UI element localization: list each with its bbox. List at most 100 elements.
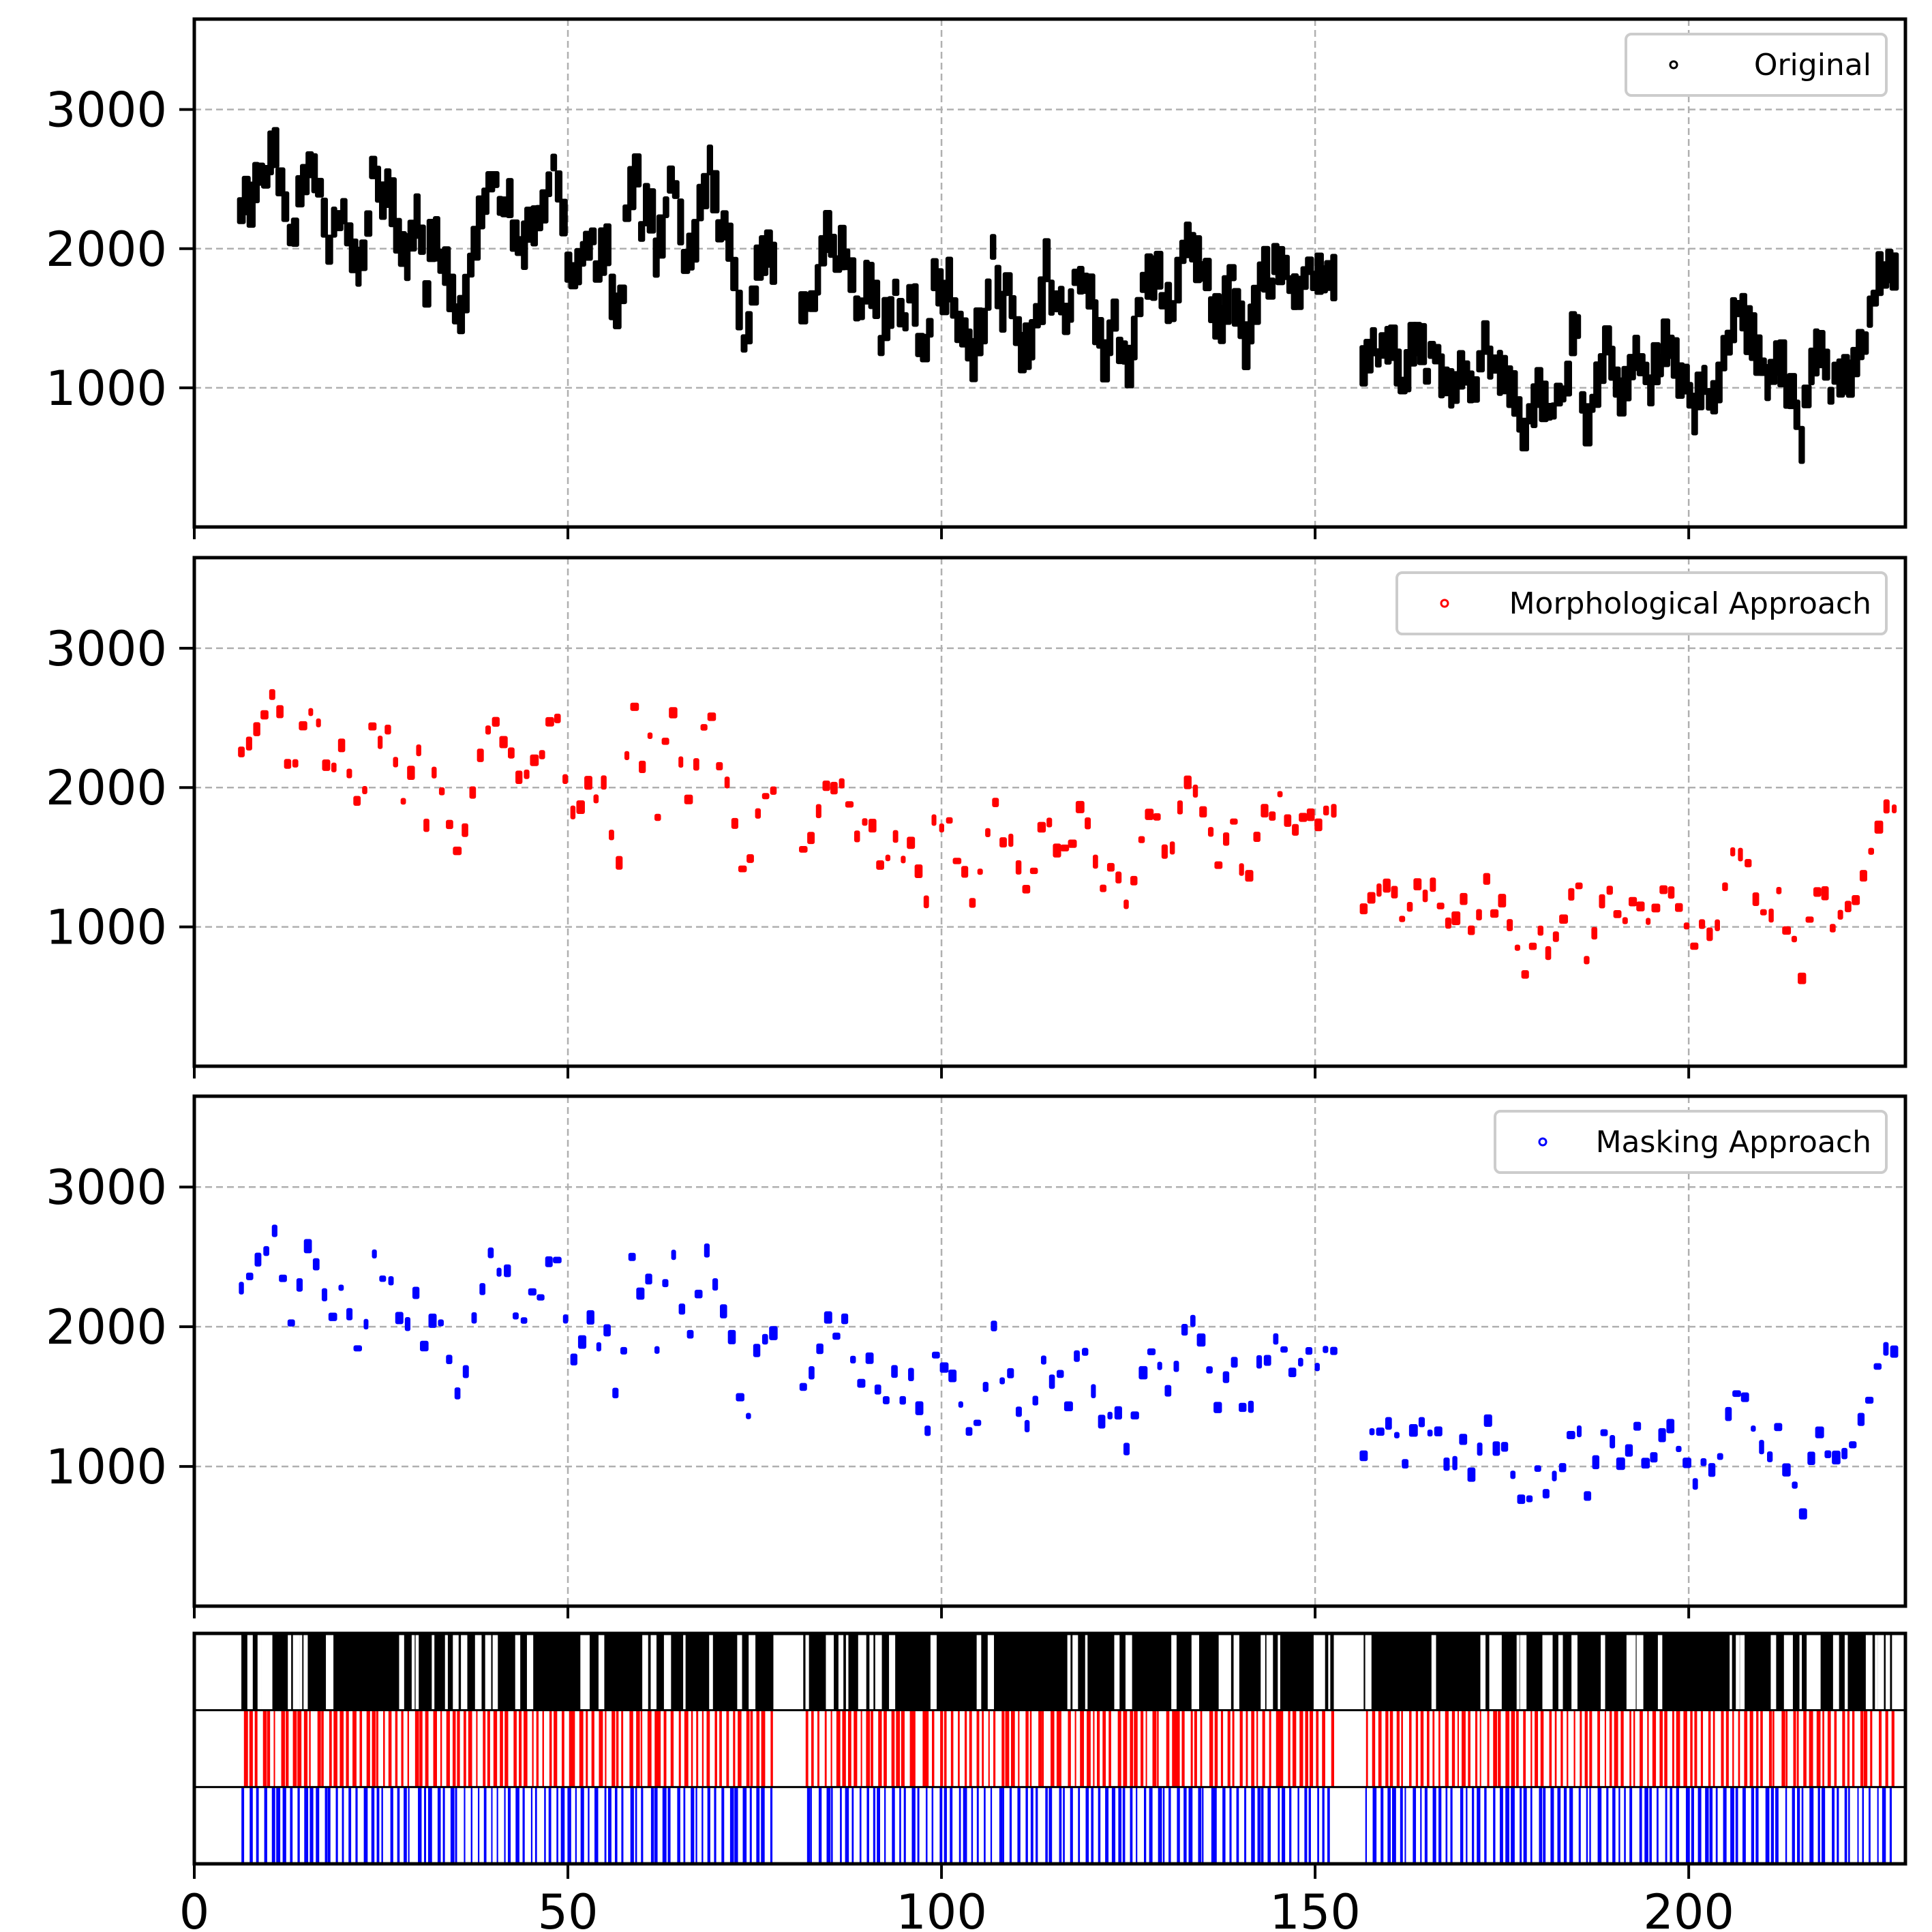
data-point (1822, 348, 1830, 381)
data-point (487, 1247, 494, 1258)
data-point (1861, 331, 1869, 355)
data-point (1029, 867, 1038, 875)
availability-line (1676, 1787, 1679, 1864)
data-point (446, 1355, 453, 1364)
availability-line (1852, 1710, 1855, 1787)
availability-line (548, 1787, 552, 1864)
legend-label: Original (1754, 48, 1871, 82)
availability-line (714, 1710, 717, 1787)
availability-line (714, 1787, 716, 1864)
availability-gap (1278, 1633, 1280, 1710)
availability-line (1606, 1787, 1609, 1864)
data-point (617, 284, 627, 305)
data-point (515, 770, 523, 784)
availability-line (1091, 1787, 1093, 1864)
data-point (1138, 1365, 1148, 1380)
availability-line (605, 1710, 607, 1787)
y-tick-label: 3000 (46, 621, 167, 677)
availability-line (1011, 1710, 1015, 1787)
availability-line (303, 1710, 308, 1787)
availability-gap (1228, 1633, 1231, 1710)
data-point (807, 832, 815, 845)
availability-gap (875, 1633, 882, 1710)
data-point (1443, 366, 1450, 397)
data-point (276, 705, 284, 719)
availability-line (1664, 1710, 1667, 1787)
availability-line (1188, 1787, 1193, 1864)
availability-line (1117, 1710, 1121, 1787)
data-point (624, 751, 630, 761)
data-point (1582, 403, 1593, 447)
availability-line (1460, 1787, 1464, 1864)
availability-line (1685, 1787, 1690, 1864)
data-point (1873, 1363, 1882, 1370)
availability-gap (753, 1633, 756, 1710)
data-point (1068, 288, 1074, 323)
availability-gap (976, 1633, 980, 1710)
availability-line (647, 1710, 652, 1787)
data-point (404, 1317, 411, 1331)
x-axis: 0 50 100 150 200 (179, 1864, 1734, 1932)
data-point (499, 736, 508, 749)
legend: Morphological Approach (1395, 571, 1888, 635)
availability-line (591, 1710, 594, 1787)
data-point (1526, 1495, 1533, 1503)
availability-line (1683, 1710, 1687, 1787)
availability-gap (1832, 1633, 1839, 1710)
data-point (576, 800, 585, 815)
data-point (1625, 1444, 1633, 1457)
availability-line (395, 1710, 398, 1787)
availability-gap (1740, 1633, 1745, 1710)
availability-line (1175, 1710, 1180, 1787)
availability-line (418, 1787, 422, 1864)
availability-line (761, 1710, 766, 1787)
data-point (874, 1384, 881, 1395)
availability-line (1792, 1787, 1795, 1864)
availability-line (1408, 1710, 1412, 1787)
availability-line (352, 1710, 357, 1787)
availability-gap (1114, 1633, 1118, 1710)
availability-line (738, 1710, 742, 1787)
data-point (446, 273, 457, 313)
availability-line (575, 1787, 577, 1864)
availability-line (635, 1787, 637, 1864)
data-point (1564, 361, 1573, 397)
data-point (1476, 909, 1482, 921)
availability-line (1629, 1710, 1631, 1787)
availability-line (1589, 1787, 1591, 1864)
availability-line (1472, 1787, 1475, 1864)
data-point (1399, 916, 1406, 922)
data-point (892, 830, 899, 843)
data-point (678, 1303, 686, 1315)
data-point (815, 804, 821, 819)
data-point (378, 736, 383, 749)
availability-line (607, 1787, 612, 1864)
data-point (524, 769, 530, 779)
availability-line (817, 1710, 819, 1787)
data-point (691, 219, 699, 263)
availability-line (1567, 1710, 1569, 1787)
data-point (1111, 298, 1119, 332)
data-point (671, 1250, 676, 1261)
series-1 (237, 127, 1899, 464)
availability-line (654, 1710, 659, 1787)
data-point (1791, 935, 1797, 943)
availability-line (1438, 1787, 1442, 1864)
data-point (671, 180, 680, 199)
availability-line (1870, 1710, 1873, 1787)
data-point (908, 1368, 914, 1382)
data-point (1467, 1467, 1476, 1482)
panel-2: 1000 2000 3000 Morphological Approach (46, 556, 1907, 1078)
data-point (1173, 1360, 1179, 1372)
data-point (815, 264, 821, 296)
data-point (1383, 878, 1391, 893)
availability-gap (1067, 1633, 1071, 1710)
availability-line (1659, 1710, 1663, 1787)
data-point (603, 223, 612, 267)
availability-line (282, 1787, 286, 1864)
data-point (1253, 832, 1261, 842)
data-point (1889, 252, 1899, 291)
data-point (684, 794, 693, 804)
data-point (384, 725, 391, 735)
availability-gap (492, 1633, 498, 1710)
